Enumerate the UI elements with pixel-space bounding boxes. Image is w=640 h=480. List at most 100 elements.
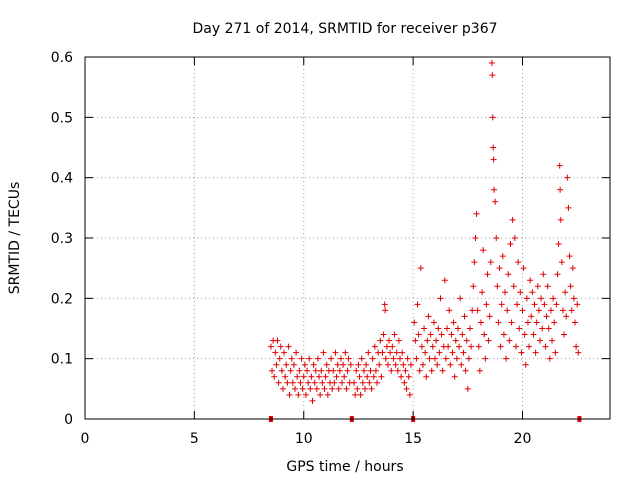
data-point [369, 355, 376, 362]
data-point [447, 361, 454, 368]
data-point [406, 391, 413, 398]
data-point [352, 391, 359, 398]
data-point [286, 391, 293, 398]
data-point [411, 319, 418, 326]
data-point [295, 391, 302, 398]
data-point [557, 186, 564, 193]
data-point [293, 349, 300, 356]
data-point [518, 349, 525, 356]
data-point [482, 355, 489, 362]
data-point [336, 367, 343, 374]
data-point [553, 301, 560, 308]
data-point [521, 331, 528, 338]
data-point [467, 325, 473, 332]
data-point [445, 343, 452, 350]
data-point [370, 373, 377, 380]
data-point [527, 277, 534, 284]
data-point [469, 307, 476, 314]
data-point [390, 355, 397, 362]
data-point [272, 349, 279, 356]
data-point [476, 367, 483, 374]
data-point [490, 156, 497, 163]
data-point [472, 235, 479, 241]
data-point [292, 385, 298, 392]
data-point [522, 361, 529, 368]
data-point [520, 265, 527, 272]
data-point [302, 391, 309, 398]
data-point [565, 204, 572, 211]
data-point [481, 331, 488, 338]
data-point [404, 355, 411, 362]
data-point [515, 259, 522, 266]
data-point [539, 325, 546, 332]
data-point [506, 337, 513, 344]
y-tick-label: 0.3 [51, 231, 73, 247]
data-point [463, 337, 470, 344]
data-point [309, 397, 316, 404]
data-point [322, 373, 329, 380]
data-point [340, 361, 347, 368]
data-point [465, 355, 472, 362]
data-point [273, 361, 280, 368]
plot-frame [84, 56, 611, 420]
data-point [541, 301, 548, 308]
data-point [540, 271, 547, 278]
data-point [473, 210, 480, 217]
data-point [388, 367, 395, 374]
data-point [372, 367, 379, 374]
data-point [311, 379, 318, 386]
data-point [555, 241, 562, 248]
x-tick-label: 10 [295, 431, 313, 447]
data-point [355, 361, 362, 368]
data-point [366, 379, 373, 386]
data-point [542, 343, 549, 350]
data-point [383, 343, 390, 350]
data-point [544, 283, 551, 290]
data-point [283, 361, 290, 368]
data-point [386, 337, 393, 344]
data-point [483, 301, 490, 308]
data-point [492, 198, 499, 205]
data-point [288, 355, 295, 362]
data-point [511, 235, 518, 241]
data-point [267, 343, 274, 350]
data-point [287, 367, 294, 374]
data-point [514, 301, 521, 308]
data-point [496, 265, 503, 272]
data-point [299, 385, 306, 392]
data-point [405, 373, 412, 380]
x-tick-label: 15 [404, 431, 422, 447]
x-tick-label: 20 [514, 431, 532, 447]
y-tick-label: 0 [64, 412, 73, 428]
data-point [530, 331, 537, 338]
data-point [493, 235, 500, 241]
data-point [341, 373, 348, 380]
data-point [427, 331, 434, 338]
data-point [344, 367, 351, 374]
data-point [508, 319, 515, 326]
data-point [570, 295, 577, 302]
data-point [300, 373, 307, 380]
data-point [364, 373, 371, 380]
data-point [362, 385, 368, 392]
data-point [296, 367, 303, 374]
data-point [282, 373, 289, 380]
data-point [424, 337, 431, 344]
data-point [275, 379, 282, 386]
data-point [395, 337, 402, 344]
data-point [569, 265, 576, 272]
data-point [435, 325, 442, 332]
data-point [489, 114, 496, 121]
data-point [499, 253, 506, 260]
data-point [374, 379, 381, 386]
data-point [470, 283, 477, 290]
data-point [368, 385, 375, 392]
data-point [573, 343, 580, 350]
data-point [394, 367, 401, 374]
data-point [524, 319, 531, 326]
data-point [552, 349, 559, 356]
data-point [414, 301, 421, 308]
data-point [321, 385, 328, 392]
data-point [528, 313, 535, 320]
data-point [485, 337, 492, 344]
